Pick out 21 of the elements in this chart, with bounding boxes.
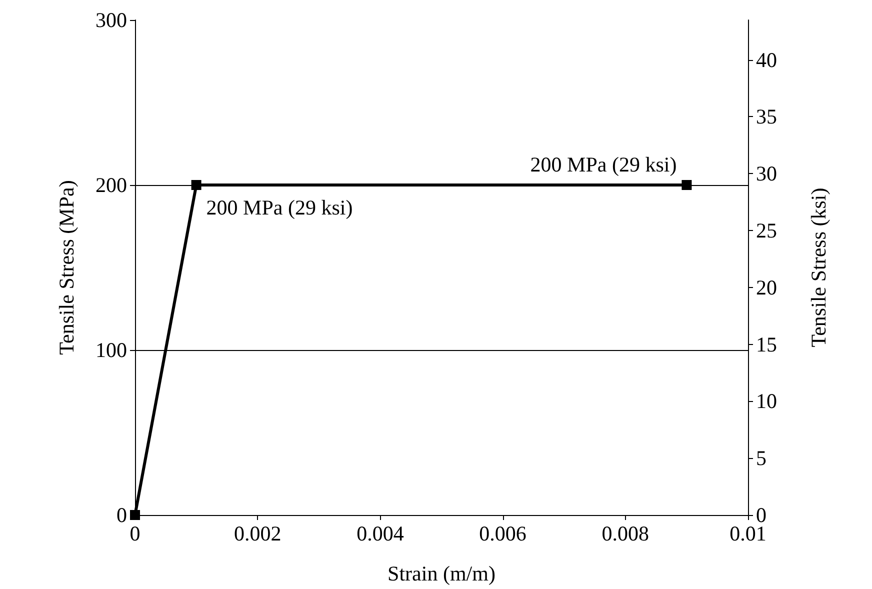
y2-tick-label: 10 [756,389,777,414]
x-axis-title: Strain (m/m) [388,562,496,586]
y-tick-label: 0 [116,503,127,527]
y2-axis-title: Tensile Stress (ksi) [806,188,830,348]
x-tick-label: 0.006 [479,522,526,546]
y-axis-title: Tensile Stress (MPa) [54,180,78,355]
y-tick-label: 200 [96,173,127,197]
x-tick-label: 0.008 [602,522,650,546]
y2-tick-label: 25 [756,218,777,243]
y2-tick-label: 15 [756,332,777,356]
annotation: 200 MPa (29 ksi) [206,196,353,220]
annotation: 200 MPa (29 ksi) [530,152,677,176]
y2-tick-label: 5 [756,446,766,470]
y2-tick-label: 35 [756,104,777,129]
y2-tick-label: 40 [756,48,777,72]
x-tick-label: 0.004 [356,522,404,546]
y-tick-label: 300 [96,8,127,32]
y2-tick-label: 20 [756,275,777,300]
y2-tick-label: 30 [756,162,777,186]
x-tick-label: 0.002 [234,522,282,546]
y-tick-label: 100 [96,338,127,362]
